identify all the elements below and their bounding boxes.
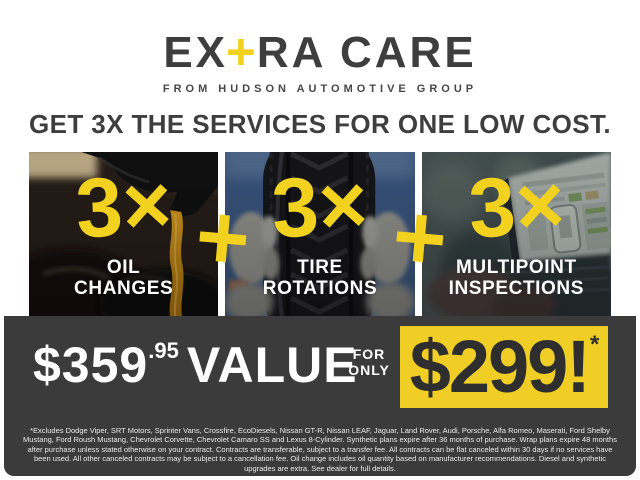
disclaimer-text: *Excludes Dodge Viper, SRT Motors, Sprin…	[23, 425, 617, 473]
footnote-asterisk: *	[589, 331, 600, 358]
service-label-line1: TIRE	[297, 256, 343, 278]
plus-separator-icon: +	[388, 184, 452, 292]
for-only-text: FOR ONLY	[345, 346, 393, 378]
price-band: $359.95 VALUE FOR ONLY $299! * *Excludes D…	[4, 316, 636, 476]
brand-logo-wordmark: EX+RA CARE	[4, 26, 636, 77]
laptop-inspection-photo	[421, 151, 611, 318]
photo-shade	[29, 151, 219, 318]
multiplier-text: 3×	[269, 156, 371, 256]
value-text: $359.95 VALUE	[33, 337, 358, 393]
plus-separator-icon: +	[191, 184, 255, 292]
multiplier-text: 3×	[466, 156, 567, 256]
sale-price: $299!	[409, 325, 591, 408]
service-panel-tire-rotations: 3× TIRE ROTATIONS	[225, 151, 415, 318]
tire-hold-photo	[225, 151, 415, 318]
promo-card: EX+RA CARE FROM HUDSON AUTOMOTIVE GROUP …	[4, 4, 636, 476]
logo-suffix: RA CARE	[256, 27, 477, 77]
sale-price-box: $299! *	[400, 326, 608, 408]
service-label-line2: INSPECTIONS	[448, 277, 585, 299]
photo-shade	[421, 151, 611, 318]
service-panel-multipoint-inspections: 3× MULTIPOINT INSPECTIONS	[421, 151, 611, 318]
service-label-tire-rotations: TIRE ROTATIONS	[225, 257, 414, 299]
offer-headline: GET 3X THE SERVICES FOR ONE LOW COST.	[28, 109, 612, 140]
only-word: ONLY	[348, 362, 390, 378]
service-label-multipoint-inspections: MULTIPOINT INSPECTIONS	[422, 257, 611, 299]
service-panels: 3× OIL CHANGES	[29, 151, 611, 318]
service-label-line1: OIL	[106, 256, 141, 278]
for-word: FOR	[352, 346, 386, 362]
service-panel-oil-changes: 3× OIL CHANGES	[29, 151, 219, 318]
multiplier-text: 3×	[73, 156, 174, 256]
brand-tagline: FROM HUDSON AUTOMOTIVE GROUP	[162, 83, 478, 96]
oil-pour-photo	[29, 151, 219, 318]
value-word: VALUE	[186, 337, 358, 393]
value-amount: $359	[33, 337, 149, 393]
brand-logo: EX+RA CARE FROM HUDSON AUTOMOTIVE GROUP	[4, 4, 636, 95]
service-label-oil-changes: OIL CHANGES	[29, 257, 218, 299]
service-label-line1: MULTIPOINT	[455, 256, 577, 278]
logo-plus-icon: +	[226, 23, 259, 80]
value-cents: .95	[148, 338, 179, 363]
photo-shade	[225, 151, 415, 318]
service-label-line2: ROTATIONS	[262, 277, 378, 299]
logo-prefix: EX	[163, 27, 229, 77]
service-label-line2: CHANGES	[74, 277, 174, 299]
